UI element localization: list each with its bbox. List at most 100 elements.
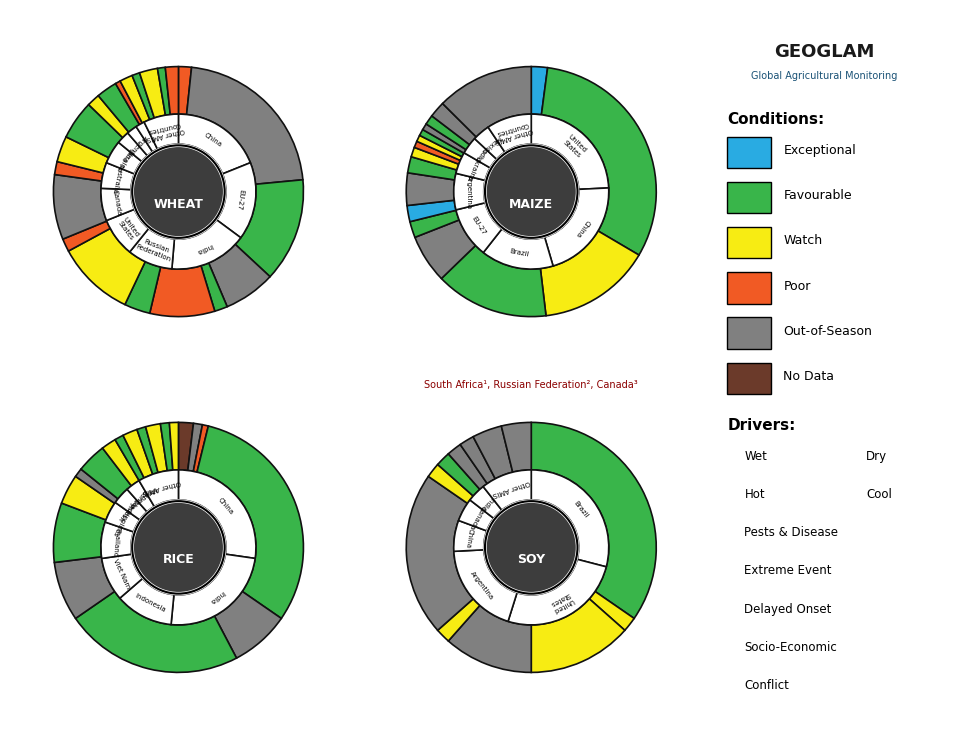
- Text: Hot: Hot: [744, 488, 765, 501]
- Wedge shape: [432, 103, 476, 145]
- Wedge shape: [429, 465, 473, 503]
- Wedge shape: [217, 163, 256, 238]
- Text: India: India: [473, 146, 489, 163]
- Text: Canada: Canada: [468, 504, 486, 530]
- Wedge shape: [438, 454, 480, 496]
- Text: Mexico: Mexico: [479, 134, 502, 154]
- Wedge shape: [545, 188, 609, 266]
- Wedge shape: [145, 423, 167, 473]
- Wedge shape: [209, 245, 270, 307]
- Text: Cool: Cool: [866, 488, 892, 501]
- Text: India: India: [479, 495, 495, 511]
- Wedge shape: [62, 477, 114, 520]
- Wedge shape: [426, 116, 469, 150]
- Wedge shape: [531, 470, 609, 567]
- Wedge shape: [448, 445, 487, 489]
- Wedge shape: [508, 559, 606, 625]
- Text: RICE: RICE: [163, 554, 195, 566]
- Text: Ukraine: Ukraine: [115, 146, 135, 173]
- Wedge shape: [57, 137, 108, 173]
- Wedge shape: [106, 143, 141, 174]
- Wedge shape: [441, 245, 546, 316]
- Text: Extreme Event: Extreme Event: [744, 565, 832, 577]
- Wedge shape: [188, 423, 202, 471]
- FancyBboxPatch shape: [728, 227, 771, 259]
- Wedge shape: [409, 211, 459, 237]
- Wedge shape: [417, 135, 462, 160]
- Wedge shape: [150, 266, 215, 316]
- Text: Other AMIS: Other AMIS: [492, 479, 530, 497]
- Text: Favourable: Favourable: [783, 189, 852, 202]
- Wedge shape: [215, 591, 282, 658]
- Wedge shape: [120, 75, 150, 123]
- Wedge shape: [158, 67, 170, 115]
- Text: Exceptional: Exceptional: [783, 144, 856, 157]
- Text: Other AMIS: Other AMIS: [142, 479, 182, 495]
- Wedge shape: [531, 599, 624, 672]
- Wedge shape: [407, 477, 473, 630]
- Text: Brazil: Brazil: [572, 500, 589, 519]
- Wedge shape: [106, 209, 149, 252]
- FancyBboxPatch shape: [728, 272, 771, 304]
- Wedge shape: [99, 84, 139, 132]
- FancyBboxPatch shape: [728, 137, 771, 168]
- Wedge shape: [488, 114, 531, 152]
- Text: Bangladesh: Bangladesh: [116, 488, 148, 522]
- Text: United
States: United States: [116, 216, 140, 242]
- Wedge shape: [194, 425, 208, 472]
- FancyBboxPatch shape: [728, 318, 771, 349]
- Text: Myanmar: Myanmar: [127, 485, 157, 509]
- Wedge shape: [407, 173, 455, 205]
- Wedge shape: [474, 127, 505, 159]
- Text: United
States: United States: [561, 134, 588, 159]
- Wedge shape: [473, 426, 513, 479]
- Wedge shape: [407, 200, 456, 222]
- Wedge shape: [483, 470, 531, 510]
- Wedge shape: [115, 489, 147, 520]
- Wedge shape: [54, 556, 114, 619]
- Wedge shape: [115, 81, 142, 125]
- Wedge shape: [590, 591, 634, 630]
- Text: Other AMIS
Countries: Other AMIS Countries: [143, 120, 185, 141]
- Text: Out-of-Season: Out-of-Season: [783, 325, 872, 338]
- Wedge shape: [89, 95, 129, 137]
- Text: United
States: United States: [549, 590, 575, 613]
- Wedge shape: [423, 124, 466, 153]
- FancyBboxPatch shape: [728, 363, 771, 394]
- Circle shape: [133, 146, 225, 238]
- FancyBboxPatch shape: [728, 182, 771, 214]
- Wedge shape: [201, 263, 227, 311]
- Wedge shape: [470, 486, 501, 518]
- Wedge shape: [76, 469, 118, 503]
- Text: China: China: [217, 497, 234, 516]
- Wedge shape: [127, 480, 154, 512]
- Wedge shape: [169, 423, 178, 470]
- Text: Argentina: Argentina: [466, 174, 471, 208]
- Wedge shape: [187, 67, 303, 184]
- Wedge shape: [132, 73, 154, 120]
- Wedge shape: [118, 133, 147, 161]
- Text: EU-27: EU-27: [236, 188, 245, 211]
- Wedge shape: [172, 219, 241, 269]
- Text: Other AMIS
Countries: Other AMIS Countries: [493, 120, 533, 143]
- Text: Wet: Wet: [744, 450, 768, 463]
- Wedge shape: [144, 114, 178, 149]
- Wedge shape: [415, 220, 475, 279]
- Text: GEOGLAM: GEOGLAM: [774, 43, 875, 61]
- Wedge shape: [139, 470, 178, 506]
- Wedge shape: [139, 69, 166, 118]
- Wedge shape: [235, 180, 303, 276]
- Text: Delayed Onset: Delayed Onset: [744, 603, 832, 616]
- Wedge shape: [81, 448, 132, 499]
- Text: SOY: SOY: [517, 554, 545, 566]
- Text: Conflict: Conflict: [744, 679, 789, 692]
- Text: Drivers:: Drivers:: [728, 418, 796, 433]
- Circle shape: [133, 501, 225, 593]
- Text: Argentina: Argentina: [120, 134, 148, 163]
- Wedge shape: [53, 174, 106, 239]
- Text: Socio-Economic: Socio-Economic: [744, 641, 837, 654]
- Wedge shape: [531, 114, 609, 189]
- Text: EU-27: EU-27: [470, 215, 487, 236]
- Text: Russian
Federation: Russian Federation: [136, 236, 175, 262]
- Text: No Data: No Data: [783, 370, 834, 383]
